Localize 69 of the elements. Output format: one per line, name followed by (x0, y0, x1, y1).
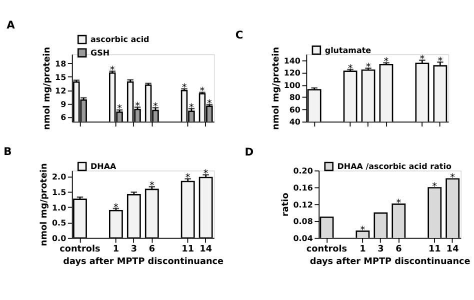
y-tick-label: 6 (60, 113, 67, 122)
x-tick-label: 1 (112, 244, 120, 255)
y-axis-title: ratio (280, 192, 291, 216)
y-tick-label: 18 (55, 59, 67, 68)
y-tick-label: 0.16 (293, 183, 314, 192)
legend-label: DHAA (90, 162, 117, 172)
x-tick-label: 11 (182, 244, 194, 255)
x-axis-title: days after MPTP discontinuance (63, 257, 224, 268)
annotation: * (200, 86, 205, 98)
y-axis-title: nmol mg/protein (271, 46, 282, 130)
y-tick-label: 0.5 (52, 218, 66, 228)
annotation: * (348, 63, 353, 74)
y-tick-label: 0.0 (52, 234, 67, 244)
x-tick-label: 11 (428, 244, 441, 255)
x-tick-label: 14 (446, 244, 459, 255)
x-tick-label: 1 (360, 244, 366, 255)
annotation: * (203, 168, 208, 180)
legend-label: glutamate (324, 46, 372, 55)
annotation: * (153, 101, 158, 112)
y-tick-label: 100 (284, 80, 301, 90)
x-tick-label: 3 (130, 244, 138, 255)
chart-title: A (6, 18, 16, 32)
y-tick-label: 80 (289, 93, 301, 102)
y-tick-label: 120 (284, 68, 301, 78)
y-tick-label: 60 (289, 105, 301, 114)
y-tick-label: 0.04 (293, 234, 314, 244)
y-tick-label: 1.5 (52, 188, 66, 198)
x-axis-title: days after MPTP discontinuance (310, 257, 470, 268)
y-tick-label: 40 (289, 118, 301, 127)
legend-label: GSH (90, 48, 110, 58)
annotation: * (117, 104, 122, 115)
y-axis-title: nmol mg/protein (40, 163, 50, 246)
annotation: * (185, 172, 190, 184)
chart-title: D (244, 145, 254, 158)
y-tick-label: 9 (60, 100, 67, 109)
y-tick-label: 140 (284, 56, 301, 66)
annotation: * (366, 62, 371, 74)
y-tick-label: 12 (55, 86, 66, 96)
annotation: * (114, 202, 119, 214)
chart-title: C (235, 28, 244, 42)
legend-label: DHAA /ascorbic acid ratio (337, 162, 452, 172)
x-tick-label: 6 (396, 244, 402, 255)
annotation: * (206, 98, 212, 110)
y-tick-label: 2.0 (52, 172, 67, 182)
y-axis-title: nmol mg/protein (42, 46, 53, 130)
annotation: * (438, 56, 443, 67)
annotation: * (384, 56, 389, 68)
annotation: * (420, 54, 425, 66)
x-tick-label: controls (60, 244, 100, 255)
annotation: * (110, 65, 115, 76)
annotation: * (182, 82, 187, 94)
annotation: * (189, 102, 194, 114)
y-tick-label: 0.20 (293, 166, 314, 176)
x-tick-label: 6 (148, 244, 155, 255)
y-tick-label: 15 (55, 72, 66, 82)
y-tick-label: 0.08 (293, 217, 314, 226)
annotation: * (360, 224, 366, 236)
x-tick-label: 3 (378, 244, 384, 255)
chart-title: B (4, 144, 12, 158)
annotation: * (432, 182, 438, 193)
y-tick-label: 0.12 (293, 200, 313, 210)
y-tick-label: 1.0 (52, 203, 67, 212)
x-tick-label: 14 (200, 244, 212, 255)
annotation: * (135, 101, 140, 112)
x-tick-label: controls (306, 244, 348, 255)
annotation: * (396, 198, 402, 209)
annotation: * (450, 172, 456, 184)
annotation: * (149, 180, 154, 192)
legend-label: ascorbic acid (90, 35, 150, 44)
